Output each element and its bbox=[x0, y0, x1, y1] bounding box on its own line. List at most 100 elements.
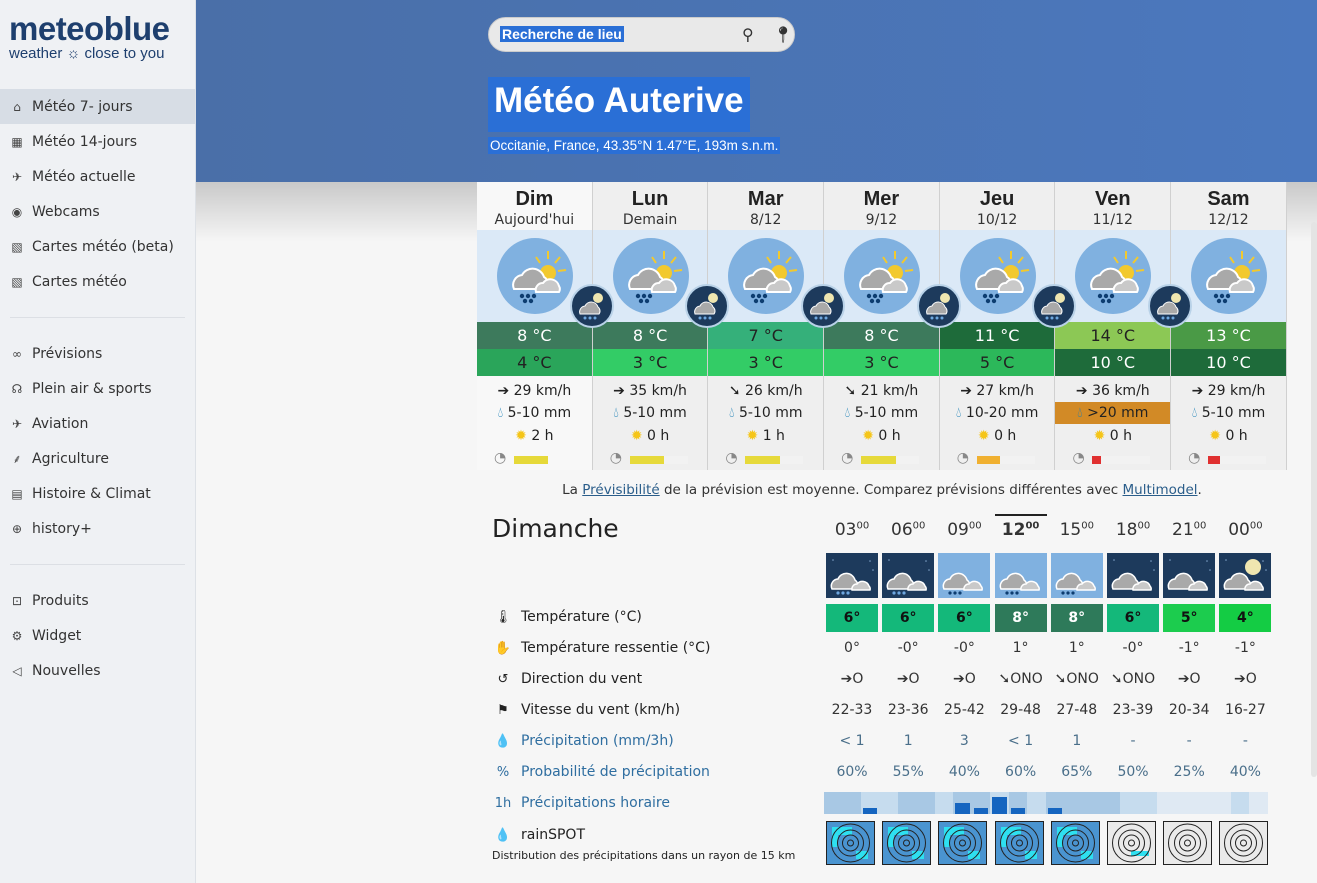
rainspot-map[interactable] bbox=[1050, 821, 1100, 865]
scrollbar[interactable] bbox=[1311, 222, 1317, 777]
rainspot-map[interactable] bbox=[1163, 821, 1213, 865]
rainspot-map[interactable] bbox=[1107, 821, 1156, 865]
rainspot-map[interactable] bbox=[882, 821, 932, 865]
sidebar-item-label: Widget bbox=[32, 627, 82, 644]
note-text: de la prévision est moyenne. Comparez pr… bbox=[659, 482, 1123, 498]
max-temperature: 14 °C bbox=[1055, 322, 1171, 349]
hourly-precip-cell bbox=[971, 792, 991, 814]
rainspot-map[interactable] bbox=[938, 821, 988, 865]
sidebar-item[interactable]: ∞ Prévisions bbox=[0, 336, 195, 371]
history-plus-icon: ⊕ bbox=[11, 521, 23, 536]
thermometer-icon: 🌡 bbox=[494, 609, 512, 625]
meteoblue-logo[interactable]: meteoblue weather ☼ close to you bbox=[9, 12, 170, 62]
satellite-icon: ✈ bbox=[11, 169, 23, 184]
rainspot-map[interactable] bbox=[1219, 821, 1269, 865]
time-label: 2100 bbox=[1163, 520, 1215, 540]
day-column[interactable]: Mar 8/12 7 °C 3 °C ➘ 26 km/h 💧︎ 5-10 mm ✹ 1 h ◔ bbox=[708, 182, 846, 470]
search-input[interactable]: Recherche de lieu ⚲ 📍︎ bbox=[488, 17, 795, 52]
day-date: 9/12 bbox=[865, 212, 898, 228]
row-label[interactable]: 1h Précipitations horaire bbox=[492, 795, 670, 811]
drop-black-icon: 💧 bbox=[494, 827, 512, 843]
hourly-value: ➘ONO bbox=[1110, 671, 1156, 687]
wind-value: 36 km/h bbox=[1092, 383, 1150, 399]
sidebar-item[interactable]: ⌂ Météo 7- jours bbox=[0, 89, 195, 124]
sidebar-item[interactable]: ▦ Météo 14-jours bbox=[0, 124, 195, 159]
hourly-value: 55% bbox=[892, 764, 924, 780]
windsock-icon: ⚑ bbox=[497, 702, 509, 718]
search-icon[interactable]: ⚲ bbox=[742, 25, 754, 44]
predictability[interactable]: ◔ bbox=[1072, 450, 1154, 466]
day-column[interactable]: Ven 11/12 14 °C 10 °C ➔ 36 km/h 💧︎ >20 mm ✹ 0 … bbox=[1055, 182, 1193, 470]
wind-value: 29 km/h bbox=[1207, 383, 1266, 399]
hourly-value: ➘ONO bbox=[998, 671, 1043, 687]
day-column[interactable]: Dim Aujourd'hui 8 °C 4 °C ➔ 29 km/h 💧︎ 5-10 m… bbox=[477, 182, 614, 470]
wind-value: 21 km/h bbox=[860, 383, 919, 399]
predictability-fill bbox=[745, 456, 781, 464]
night-weather-icon bbox=[685, 284, 730, 328]
predictability[interactable]: ◔ bbox=[725, 450, 807, 466]
hourly-day-title: Dimanche bbox=[492, 514, 619, 543]
max-temperature: 8 °C bbox=[824, 322, 939, 349]
sidebar-item-label: Agriculture bbox=[32, 450, 109, 467]
hourly-temperature: 6° bbox=[938, 604, 991, 632]
day-column[interactable]: Lun Demain 8 °C 3 °C ➔ 35 km/h 💧︎ 5-10 mm ✹ 0 … bbox=[592, 182, 730, 470]
hourly-weather-icon bbox=[1107, 553, 1159, 598]
row-label: ⚑ Vitesse du vent (km/h) bbox=[492, 702, 680, 718]
hourly-temperature: 5° bbox=[1163, 604, 1216, 632]
wind-speed: ➔ 29 km/h bbox=[477, 380, 592, 402]
sidebar-item[interactable]: ⊡ Produits bbox=[0, 583, 195, 618]
predictability-fill bbox=[861, 456, 896, 464]
hourly-precip-cell bbox=[990, 792, 1009, 814]
row-label[interactable]: 💧 Précipitation (mm/3h) bbox=[492, 733, 674, 749]
max-temperature: 11 °C bbox=[939, 322, 1055, 349]
predictability-fill bbox=[514, 456, 548, 464]
percent-drop-icon: % bbox=[496, 764, 510, 780]
hourly-value: 23-36 bbox=[887, 702, 929, 718]
sidebar-item[interactable]: ✈ Aviation bbox=[0, 406, 195, 441]
sidebar-item-label: Prévisions bbox=[32, 345, 103, 362]
hourly-value: 25% bbox=[1173, 764, 1205, 780]
sidebar-item[interactable]: ☊ Plein air & sports bbox=[0, 371, 195, 406]
hour: 06 bbox=[891, 520, 913, 540]
sidebar-item[interactable]: ◉ Webcams bbox=[0, 194, 195, 229]
sidebar-item[interactable]: ⊕ history+ bbox=[0, 511, 195, 546]
min-temperature: 10 °C bbox=[1055, 349, 1171, 376]
sidebar-item[interactable]: ▧ Cartes météo (beta) bbox=[0, 229, 195, 264]
drop-icon: 💧︎ bbox=[613, 405, 624, 421]
multimodel-link[interactable]: Multimodel bbox=[1122, 482, 1198, 498]
hourly-value: 25-42 bbox=[944, 702, 985, 718]
hourly-value: 27-48 bbox=[1056, 702, 1098, 718]
day-date: Aujourd'hui bbox=[494, 212, 575, 228]
hourly-precip-cell bbox=[860, 792, 880, 814]
predictability[interactable]: ◔ bbox=[1188, 450, 1270, 466]
day-column[interactable]: Mer 9/12 8 °C 3 °C ➘ 21 km/h 💧︎ 5-10 mm ✹ 0 h ◔ bbox=[824, 182, 961, 470]
hourly-value: < 1 bbox=[1008, 733, 1034, 749]
sidebar-item[interactable]: ▧ Cartes météo bbox=[0, 264, 195, 299]
day-name: Mar bbox=[747, 188, 784, 210]
rainspot-map[interactable] bbox=[994, 821, 1044, 865]
predictability[interactable]: ◔ bbox=[841, 450, 923, 466]
hourly-value: ➔O bbox=[1234, 671, 1257, 687]
location-pin-icon[interactable]: 📍︎ bbox=[773, 25, 794, 44]
day-column[interactable]: Sam 12/12 13 °C 10 °C ➔ 29 km/h 💧︎ 5-10 mm ✹ 0… bbox=[1171, 182, 1287, 470]
hourly-precip-cell bbox=[842, 792, 861, 814]
hourly-weather-icon bbox=[882, 553, 935, 598]
rainspot-map[interactable] bbox=[826, 821, 875, 865]
sidebar-item[interactable]: ▤ Histoire & Climat bbox=[0, 476, 195, 511]
hourly-value: - bbox=[1130, 733, 1136, 749]
predictability-link[interactable]: Prévisibilité bbox=[582, 482, 660, 498]
hourly-temperature: 8° bbox=[1050, 604, 1103, 632]
day-column[interactable]: Jeu 10/12 11 °C 5 °C ➔ 27 km/h 💧︎ 10-20 mm ✹ 0… bbox=[939, 182, 1077, 470]
predictability[interactable]: ◔ bbox=[494, 450, 576, 466]
predictability[interactable]: ◔ bbox=[610, 450, 692, 466]
sidebar-item[interactable]: ◁ Nouvelles bbox=[0, 653, 195, 688]
sunshine-hours: ✹ 0 h bbox=[940, 425, 1055, 447]
sidebar-item[interactable]: ⚙ Widget bbox=[0, 618, 195, 653]
hourly-temperature: 8° bbox=[994, 604, 1047, 632]
sidebar-item[interactable]: ✈ Météo actuelle bbox=[0, 159, 195, 194]
hourly-value: 29-48 bbox=[1000, 702, 1041, 718]
row-label[interactable]: % Probabilité de précipitation bbox=[492, 764, 710, 780]
sidebar-item[interactable]: ⸙ Agriculture bbox=[0, 441, 195, 476]
hourly-value: 0° bbox=[844, 640, 860, 656]
predictability[interactable]: ◔ bbox=[957, 450, 1039, 466]
